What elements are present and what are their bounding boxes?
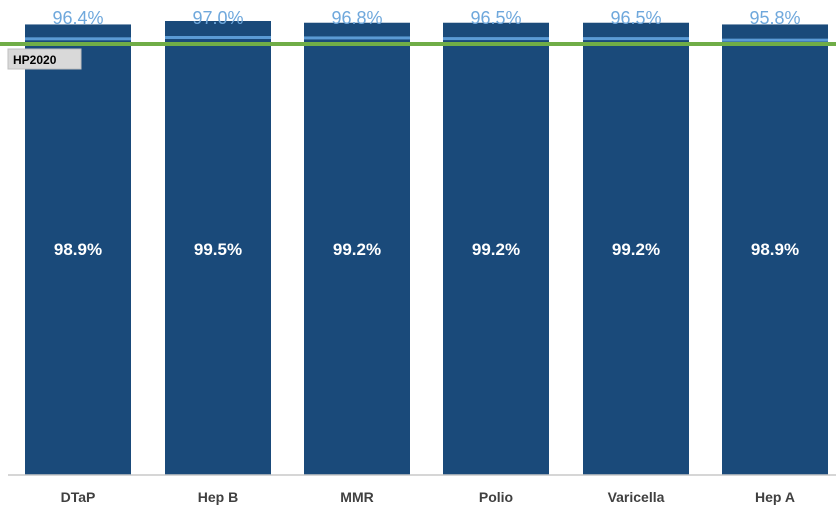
secondary-marker-varicella (583, 37, 689, 41)
labels-layer: 96.4% 98.9% DTaP 97.0% 99.5% Hep B 96.8% 99.2% M… (52, 8, 800, 505)
secondary-marker-polio (443, 37, 549, 41)
secondary-value-label-hep-a: 95.8% (749, 8, 800, 28)
secondary-series-layer (25, 36, 828, 42)
secondary-value-label-mmr: 96.8% (331, 8, 382, 28)
secondary-marker-dtap (25, 37, 131, 41)
bars-layer (25, 21, 828, 476)
category-label-hep-a: Hep A (755, 489, 795, 505)
category-label-mmr: MMR (340, 489, 373, 505)
primary-value-label-hep-b: 99.5% (194, 240, 242, 259)
primary-value-label-polio: 99.2% (472, 240, 520, 259)
hp2020-label-box (7, 48, 82, 70)
secondary-marker-hep-b (165, 36, 271, 39)
primary-value-label-varicella: 99.2% (612, 240, 660, 259)
bar-varicella (583, 22, 689, 475)
bar-dtap (25, 24, 131, 476)
primary-value-label-hep-a: 98.9% (751, 240, 799, 259)
secondary-value-label-dtap: 96.4% (52, 8, 103, 28)
category-label-hep-b: Hep B (198, 489, 238, 505)
secondary-value-label-hep-b: 97.0% (192, 8, 243, 28)
secondary-marker-mmr (304, 36, 410, 40)
category-label-varicella: Varicella (608, 489, 665, 505)
bar-hep-a (722, 24, 828, 476)
category-label-polio: Polio (479, 489, 513, 505)
hp2020-target-label: HP2020 (7, 48, 82, 70)
hp2020-label-text: HP2020 (13, 53, 57, 67)
secondary-value-label-varicella: 96.5% (610, 8, 661, 28)
primary-value-label-mmr: 99.2% (333, 240, 381, 259)
bar-polio (443, 22, 549, 475)
secondary-value-label-polio: 96.5% (470, 8, 521, 28)
bar-hep-b (165, 21, 271, 475)
category-label-dtap: DTaP (61, 489, 96, 505)
bar-mmr (304, 22, 410, 475)
primary-value-label-dtap: 98.9% (54, 240, 102, 259)
secondary-marker-hep-a (722, 38, 828, 42)
